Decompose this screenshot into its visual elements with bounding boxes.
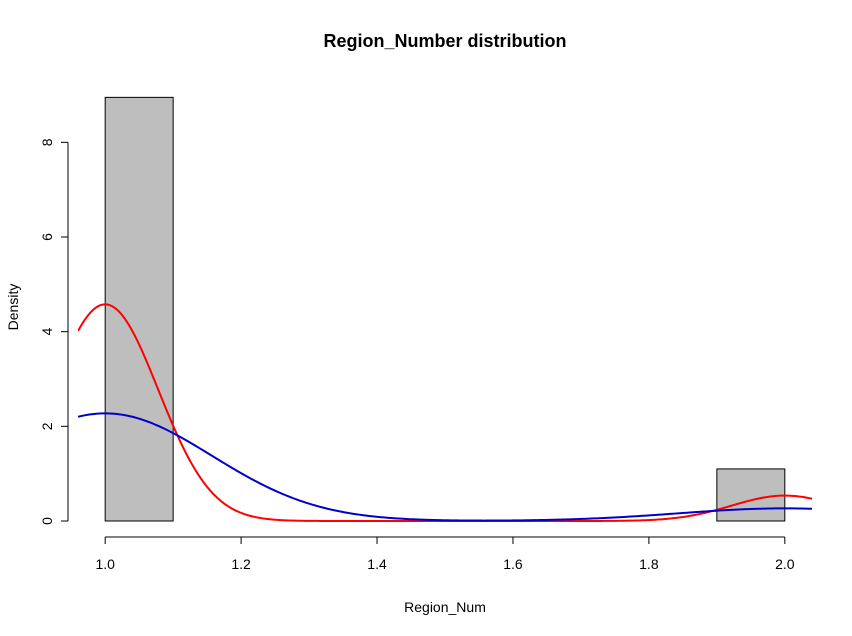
y-axis-label: Density xyxy=(5,284,21,331)
y-tick-label: 6 xyxy=(39,233,55,241)
chart-title: Region_Number distribution xyxy=(324,31,567,51)
x-tick-label: 2.0 xyxy=(775,556,795,572)
x-tick-label: 1.6 xyxy=(503,556,523,572)
density-curve-red xyxy=(78,303,812,522)
x-tick-label: 1.2 xyxy=(231,556,251,572)
density-curve-blue xyxy=(78,412,812,522)
density-curves xyxy=(78,303,812,522)
y-tick-label: 2 xyxy=(39,422,55,430)
histogram-bars xyxy=(104,96,786,522)
x-tick-label: 1.4 xyxy=(367,556,387,572)
axes: 1.0 1.2 1.4 1.6 1.8 2.0 0 2 4 6 8 xyxy=(39,138,795,572)
x-tick-label: 1.0 xyxy=(95,556,115,572)
x-axis-label: Region_Num xyxy=(404,599,486,615)
y-tick-label: 0 xyxy=(39,517,55,525)
y-tick-label: 4 xyxy=(39,328,55,336)
y-tick-label: 8 xyxy=(39,138,55,146)
x-tick-label: 1.8 xyxy=(639,556,659,572)
histogram-bar-2 xyxy=(716,468,786,522)
